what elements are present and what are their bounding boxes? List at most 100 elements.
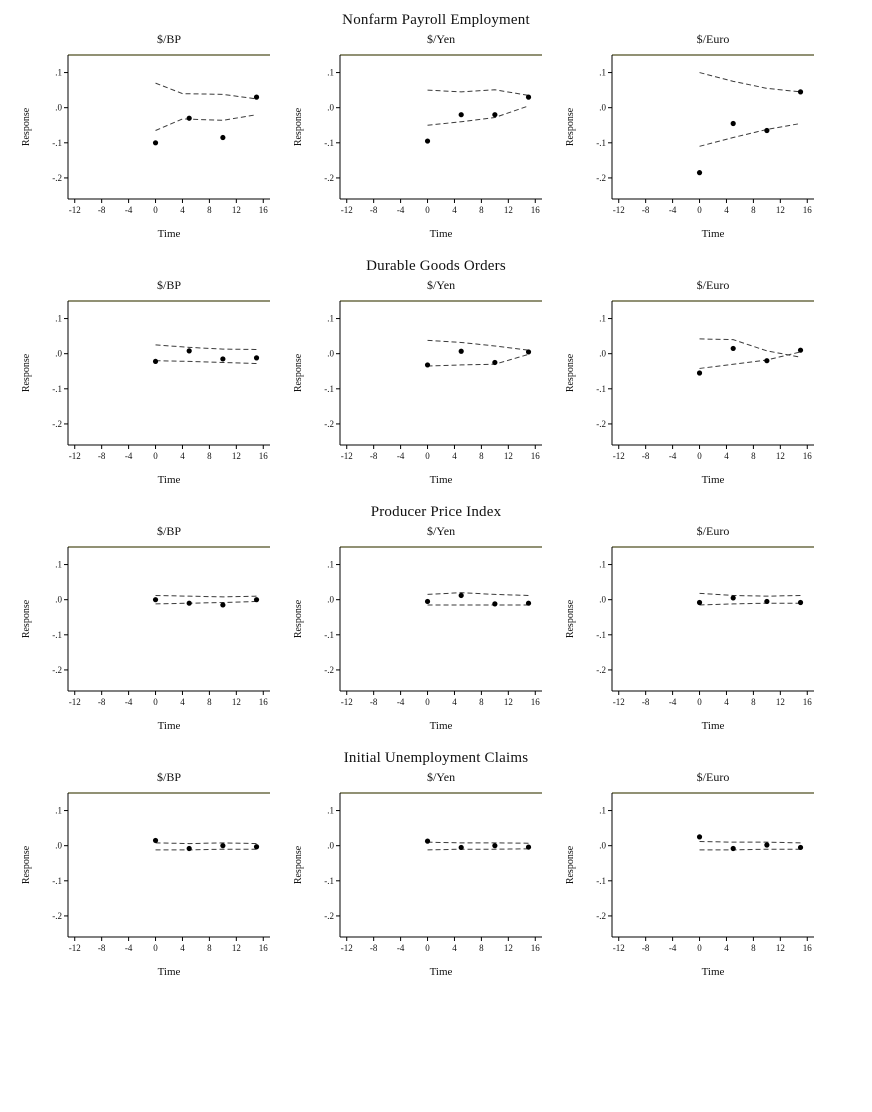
x-tick-label: 4: [452, 697, 457, 707]
x-tick-label: -12: [69, 697, 81, 707]
chart-title: $/Euro: [696, 278, 730, 292]
data-point: [458, 592, 464, 599]
lower-confidence-band: [155, 848, 257, 851]
x-tick-label: 12: [776, 451, 785, 461]
data-point: [186, 845, 192, 852]
lower-confidence-band: [155, 360, 257, 365]
y-tick-label: -.2: [596, 419, 606, 429]
data-point: [492, 112, 498, 118]
lower-confidence-band: [155, 600, 257, 605]
x-axis-label: Time: [701, 228, 725, 240]
data-point: [764, 842, 770, 848]
x-tick-label: -8: [370, 451, 378, 461]
chart-title: $/BP: [156, 32, 181, 46]
chart-row-durable-goods: Durable Goods Orders $/BP .1 .0 -.1 -.2 -12 -…: [0, 258, 872, 486]
x-tick-label: 16: [259, 943, 269, 953]
x-tick-label: 16: [259, 451, 269, 461]
x-tick-label: 4: [180, 451, 185, 461]
x-tick-label: -8: [98, 943, 106, 953]
chart-plot: .1 .0 -.1 -.2 -12 -8 -4 0 4 8 12 16 Response: [565, 54, 814, 215]
x-tick-label: 8: [207, 205, 212, 215]
x-tick-label: 12: [504, 205, 513, 215]
x-tick-label: -12: [613, 451, 625, 461]
x-tick-label: 0: [697, 205, 702, 215]
y-tick-label: .1: [599, 806, 606, 816]
y-tick-label: -.2: [324, 419, 334, 429]
x-tick-label: 12: [776, 943, 785, 953]
chart-plot: .1 .0 -.1 -.2 -12 -8 -4 0 4 8 12 16 Response: [565, 300, 814, 461]
chart-plot: .1 .0 -.1 -.2 -12 -8 -4 0 4 8 12 16 Response: [293, 792, 542, 953]
y-tick-label: .0: [327, 103, 334, 113]
chart-title: $/BP: [156, 278, 181, 292]
x-tick-label: 12: [232, 943, 241, 953]
x-tick-label: -8: [370, 697, 378, 707]
y-tick-label: -.2: [52, 419, 62, 429]
y-tick-label: .0: [327, 349, 334, 359]
x-tick-label: 0: [153, 451, 158, 461]
y-axis-title: Response: [293, 845, 304, 884]
x-axis-label: Time: [429, 474, 453, 486]
x-tick-label: -8: [98, 205, 106, 215]
data-point: [525, 349, 532, 355]
y-tick-label: .0: [599, 349, 606, 359]
chart-title: $/Yen: [426, 32, 456, 46]
chart-plot: .1 .0 -.1 -.2 -12 -8 -4 0 4 8 12 16 Response: [293, 54, 542, 215]
chart-cell: $/BP .1 .0 -.1 -.2 -12 -8 -4 0 4 8 12 16 Response Ti…: [18, 524, 280, 732]
y-tick-label: .0: [599, 595, 606, 605]
x-tick-label: 12: [232, 451, 241, 461]
y-tick-label: .1: [55, 314, 62, 324]
data-point: [696, 170, 703, 176]
data-point: [424, 138, 431, 144]
x-tick-label: 12: [232, 205, 241, 215]
x-tick-label: 0: [697, 697, 702, 707]
data-point: [220, 356, 226, 362]
chart-strip: $/BP .1 .0 -.1 -.2 -12 -8 -4 0 4 8 12 16 Response Ti…: [0, 770, 872, 978]
x-tick-label: 8: [751, 697, 756, 707]
chart-title: $/Euro: [696, 524, 730, 538]
data-point: [797, 844, 804, 851]
lower-confidence-band: [699, 848, 801, 851]
x-tick-label: 4: [180, 943, 185, 953]
x-axis-label: Time: [701, 474, 725, 486]
y-tick-label: -.1: [324, 384, 334, 394]
x-tick-label: -8: [98, 697, 106, 707]
y-axis-title: Response: [293, 353, 304, 392]
y-axis-title: Response: [21, 107, 32, 146]
y-axis-title: Response: [565, 107, 576, 146]
data-point: [492, 601, 498, 607]
data-point: [696, 599, 703, 606]
chart-title: $/Yen: [426, 278, 456, 292]
lower-confidence-band: [699, 602, 801, 606]
x-tick-label: 12: [776, 697, 785, 707]
lower-confidence-band: [699, 122, 801, 147]
x-tick-label: -12: [613, 205, 625, 215]
data-point: [458, 112, 464, 118]
y-tick-label: -.1: [324, 138, 334, 148]
x-tick-label: 8: [207, 451, 212, 461]
x-tick-label: -4: [125, 451, 133, 461]
x-tick-label: -12: [69, 451, 81, 461]
x-tick-label: 0: [425, 943, 430, 953]
chart-cell: $/Yen .1 .0 -.1 -.2 -12 -8 -4 0 4 8 12 16 Response T…: [290, 770, 552, 978]
x-tick-label: 8: [751, 451, 756, 461]
chart-strip: $/BP .1 .0 -.1 -.2 -12 -8 -4 0 4 8 12 16 Response Ti…: [0, 278, 872, 486]
x-tick-label: 8: [207, 697, 212, 707]
y-tick-label: .1: [599, 560, 606, 570]
chart-plot: .1 .0 -.1 -.2 -12 -8 -4 0 4 8 12 16 Response: [565, 546, 814, 707]
data-point: [492, 843, 498, 849]
x-tick-label: 8: [479, 943, 484, 953]
y-tick-label: .1: [327, 314, 334, 324]
data-point: [424, 838, 431, 844]
chart-cell: $/Euro .1.0 -.1 -.2 -12 -8 -4 0 4 8 12 16 Response …: [562, 278, 824, 486]
y-tick-label: -.1: [596, 630, 606, 640]
data-point: [730, 120, 736, 127]
x-tick-label: 12: [504, 697, 513, 707]
x-axis-label: Time: [429, 228, 453, 240]
chart-row-nonfarm-payroll: Nonfarm Payroll Employment $/BP .1 .0 -.1 -…: [0, 12, 872, 240]
x-tick-label: -8: [642, 451, 650, 461]
y-axis-title: Response: [21, 599, 32, 638]
x-tick-label: 0: [425, 697, 430, 707]
x-tick-label: 16: [531, 451, 541, 461]
x-axis-label: Time: [157, 228, 181, 240]
x-axis-label: Time: [157, 474, 181, 486]
